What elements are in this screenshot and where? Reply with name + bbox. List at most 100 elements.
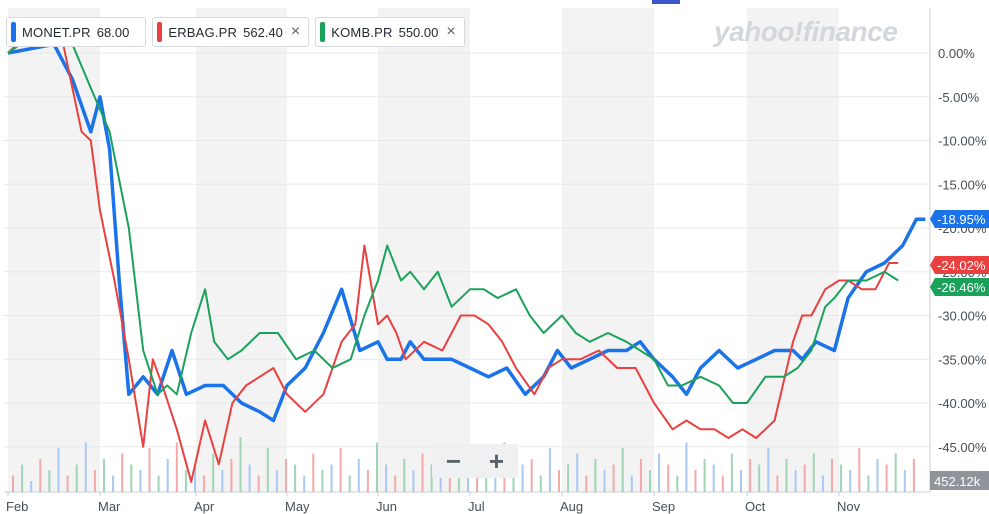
volume-bar bbox=[639, 459, 642, 492]
volume-bar bbox=[794, 470, 797, 492]
volume-bar bbox=[194, 464, 196, 492]
volume-bar bbox=[885, 464, 888, 492]
month-band bbox=[378, 8, 470, 492]
legend-chip-komb[interactable]: KOMB.PR 550.00 × bbox=[315, 17, 465, 47]
volume-bar bbox=[139, 470, 142, 492]
month-band bbox=[8, 8, 100, 492]
volume-bar bbox=[767, 448, 770, 492]
volume-bar bbox=[567, 464, 570, 492]
close-icon[interactable]: × bbox=[290, 23, 301, 40]
volume-bar bbox=[30, 481, 33, 492]
volume-bar bbox=[749, 459, 752, 492]
volume-bar bbox=[658, 453, 661, 492]
volume-bar bbox=[394, 475, 397, 492]
last-value-badge bbox=[930, 210, 989, 228]
volume-bar bbox=[521, 464, 524, 492]
volume-bar bbox=[439, 475, 442, 492]
volume-bar bbox=[403, 459, 406, 492]
volume-bar bbox=[339, 448, 342, 492]
volume-bar bbox=[594, 459, 597, 492]
volume-bar bbox=[166, 459, 169, 492]
volume-bar bbox=[294, 464, 297, 492]
volume-bar bbox=[912, 459, 915, 492]
zoom-out-button[interactable]: − bbox=[445, 445, 462, 476]
volume-bar bbox=[285, 459, 287, 492]
volume-bar bbox=[330, 464, 333, 492]
volume-bar bbox=[712, 464, 715, 492]
legend-symbol: MONET.PR bbox=[22, 24, 91, 40]
legend-value: 550.00 bbox=[398, 24, 439, 40]
y-tick-label: -35.00% bbox=[938, 352, 987, 367]
volume-bar bbox=[776, 475, 779, 492]
volume-bar bbox=[476, 464, 479, 492]
volume-bar bbox=[57, 448, 60, 492]
volume-bar bbox=[175, 442, 178, 492]
volume-bar bbox=[721, 475, 724, 492]
volume-bar bbox=[576, 453, 579, 492]
y-tick-label: -15.00% bbox=[938, 177, 987, 192]
volume-bar bbox=[321, 470, 324, 492]
legend-symbol: ERBAG.PR bbox=[168, 24, 238, 40]
volume-bar bbox=[221, 470, 224, 492]
volume-bar bbox=[257, 475, 260, 492]
legend-chip-monet[interactable]: MONET.PR 68.00 bbox=[6, 17, 147, 47]
x-tick-label: Nov bbox=[837, 499, 861, 514]
volume-bar bbox=[357, 459, 360, 492]
volume-bar bbox=[157, 475, 160, 492]
volume-bar bbox=[867, 475, 870, 492]
volume-bar bbox=[385, 464, 388, 492]
last-value-label: -24.02% bbox=[937, 258, 986, 273]
volume-bar bbox=[849, 470, 852, 492]
volume-bar bbox=[39, 459, 42, 492]
volume-bar bbox=[548, 448, 551, 492]
volume-bar bbox=[21, 464, 24, 492]
zoom-in-button[interactable]: + bbox=[488, 445, 505, 476]
last-value-label: -18.95% bbox=[937, 212, 986, 227]
y-tick-label: -5.00% bbox=[938, 90, 980, 105]
volume-bar bbox=[103, 459, 105, 492]
volume-bar bbox=[212, 453, 215, 492]
volume-bar bbox=[248, 464, 251, 492]
volume-bar bbox=[376, 442, 378, 492]
legend-chip-erbag[interactable]: ERBAG.PR 562.40 × bbox=[152, 17, 310, 47]
volume-bar bbox=[485, 475, 488, 492]
volume-bar bbox=[812, 453, 815, 492]
volume-bar bbox=[703, 459, 706, 492]
volume-bar bbox=[266, 448, 269, 492]
last-value-label: -26.46% bbox=[937, 280, 986, 295]
series-line-erbag bbox=[7, 17, 899, 483]
volume-bar bbox=[430, 464, 433, 492]
volume-bar bbox=[585, 475, 588, 492]
series-line-monet bbox=[7, 42, 926, 423]
volume-bar bbox=[66, 475, 69, 492]
volume-bar bbox=[303, 475, 306, 492]
close-icon[interactable]: × bbox=[446, 23, 456, 40]
legend: MONET.PR 68.00 ERBAG.PR 562.40 × KOMB.PR… bbox=[6, 17, 465, 47]
volume-bar bbox=[112, 475, 115, 492]
volume-bar bbox=[366, 470, 369, 492]
x-tick-label: Jun bbox=[376, 499, 397, 514]
volume-bar bbox=[539, 475, 542, 492]
volume-bar bbox=[785, 459, 788, 492]
volume-bar bbox=[630, 475, 633, 492]
volume-bar bbox=[530, 459, 533, 492]
volume-bar bbox=[894, 453, 897, 492]
volume-bar bbox=[312, 453, 315, 492]
volume-bar bbox=[457, 470, 460, 492]
volume-bar bbox=[612, 464, 615, 492]
volume-bar bbox=[685, 442, 688, 492]
volume-bar bbox=[203, 475, 206, 492]
volume-bar bbox=[512, 470, 515, 492]
volume-bar bbox=[903, 470, 906, 492]
legend-value: 68.00 bbox=[96, 24, 130, 40]
volume-bar bbox=[121, 453, 124, 492]
x-tick-label: Jul bbox=[468, 499, 485, 514]
volume-bar bbox=[603, 470, 606, 492]
volume-bar bbox=[75, 464, 78, 492]
volume-bar bbox=[694, 470, 697, 492]
series-color-swatch bbox=[157, 22, 163, 42]
month-band bbox=[196, 8, 287, 492]
volume-badge bbox=[930, 471, 989, 490]
